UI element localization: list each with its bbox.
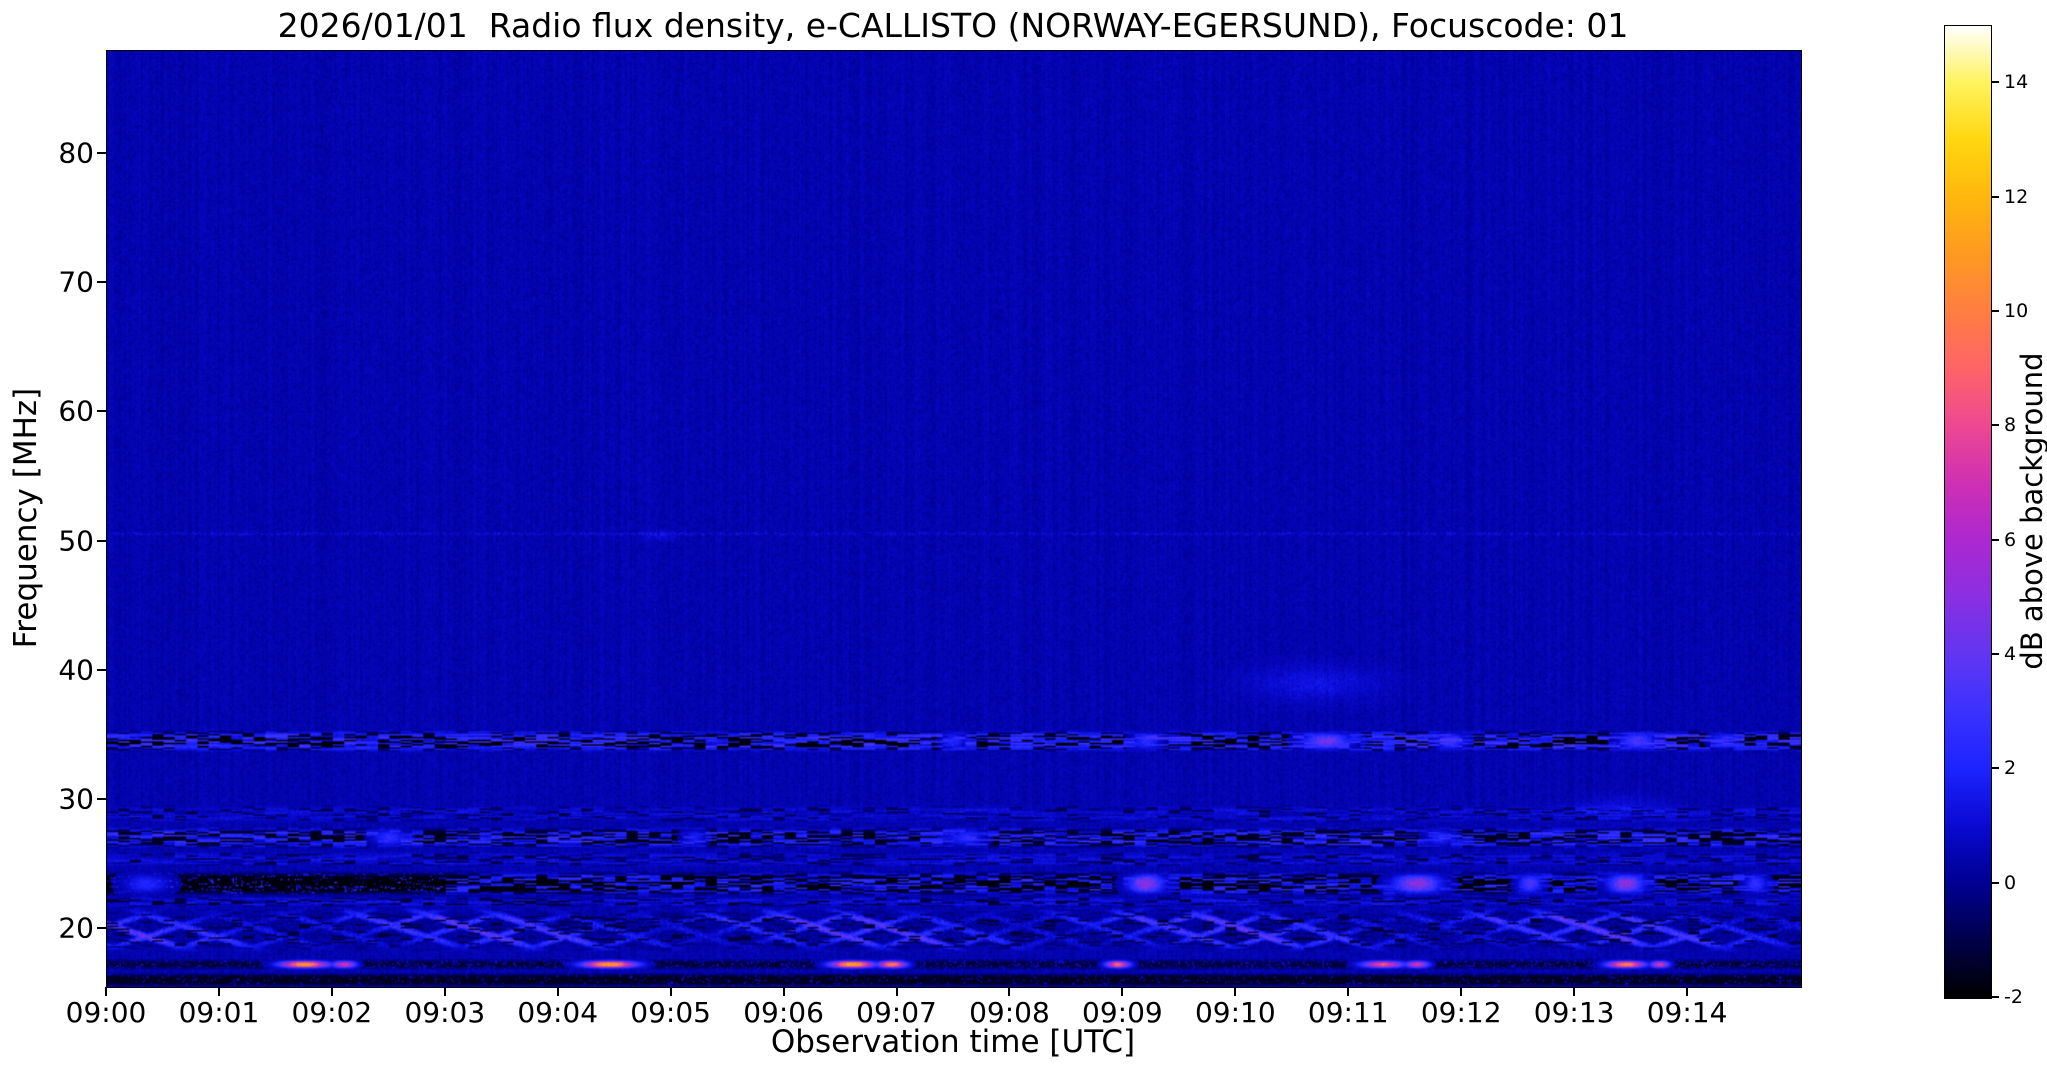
colorbar-tick-label: 4 (2004, 642, 2017, 665)
x-axis-tick-label: 09:06 (743, 996, 824, 1029)
colorbar-tick-mark (1992, 424, 1999, 427)
colorbar-tick-label: -2 (2004, 986, 2023, 1008)
x-axis-tick-label: 09:01 (178, 996, 260, 1029)
colorbar-tick-label: 10 (2004, 299, 2029, 322)
colorbar-label: dB above background (2015, 352, 2047, 670)
x-axis-tick-label: 09:13 (1533, 996, 1615, 1029)
colorbar-tick-label: 0 (2004, 871, 2017, 894)
x-tick-mark (105, 987, 107, 996)
x-tick-mark (217, 987, 220, 996)
x-axis-tick-label: 09:04 (517, 996, 599, 1029)
x-axis-tick-label: 09:09 (1082, 996, 1163, 1029)
colorbar-tick-label: 12 (2004, 185, 2029, 208)
colorbar-tick-mark (1992, 195, 1999, 198)
colorbar-tick-mark (1992, 309, 1999, 312)
x-axis-tick-label: 09:08 (969, 996, 1050, 1029)
x-tick-mark (1234, 987, 1237, 996)
x-axis-tick-label: 09:11 (1307, 996, 1389, 1029)
colorbar-tick-mark (1992, 996, 1999, 998)
x-tick-mark (1347, 987, 1350, 996)
y-tick-mark (97, 281, 106, 284)
y-axis-tick-label: 50 (58, 524, 94, 558)
colorbar-tick-label: 2 (2004, 757, 2017, 780)
x-tick-mark (782, 987, 785, 996)
x-axis-tick-label: 09:12 (1420, 996, 1502, 1029)
colorbar-tick-mark (1992, 538, 1999, 541)
x-tick-mark (1121, 987, 1124, 996)
colorbar (1944, 25, 1992, 999)
y-tick-mark (97, 926, 106, 929)
y-axis-tick-label: 70 (58, 265, 94, 299)
x-axis-tick-label: 09:02 (291, 996, 373, 1029)
x-axis-label: Observation time [UTC] (770, 1024, 1136, 1060)
x-tick-mark (669, 987, 672, 996)
x-axis-tick-label: 09:07 (856, 996, 937, 1029)
colorbar-tick-mark (1992, 652, 1999, 655)
x-axis-tick-label: 09:10 (1194, 996, 1276, 1029)
x-tick-mark (895, 987, 898, 996)
y-axis-tick-label: 60 (58, 394, 94, 428)
x-tick-mark (1460, 987, 1463, 996)
x-tick-mark (1008, 987, 1011, 996)
x-axis-tick-label: 09:00 (65, 996, 147, 1029)
y-tick-mark (97, 539, 106, 542)
y-axis-tick-label: 80 (58, 136, 94, 170)
y-tick-mark (97, 668, 106, 671)
colorbar-tick-label: 14 (2004, 71, 2029, 94)
colorbar-tick-mark (1992, 881, 1999, 884)
chart-title: 2026/01/01 Radio flux density, e-CALLIST… (277, 6, 1629, 45)
x-tick-mark (1573, 987, 1576, 996)
x-tick-mark (556, 987, 559, 996)
colorbar-tick-mark (1992, 81, 1999, 84)
colorbar-tick-label: 6 (2004, 528, 2017, 551)
x-tick-mark (330, 987, 333, 996)
x-axis-tick-label: 09:03 (404, 996, 486, 1029)
y-axis-tick-label: 40 (58, 653, 94, 687)
y-tick-mark (97, 410, 106, 413)
x-tick-mark (443, 987, 446, 996)
colorbar-tick-label: 8 (2004, 414, 2017, 437)
x-axis-tick-label: 09:14 (1646, 996, 1728, 1029)
colorbar-tick-mark (1992, 767, 1999, 770)
y-axis-tick-label: 30 (58, 782, 94, 816)
spectrogram-heatmap (106, 50, 1802, 988)
x-tick-mark (1686, 987, 1689, 996)
y-tick-mark (97, 797, 106, 800)
x-axis-tick-label: 09:05 (630, 996, 712, 1029)
y-tick-mark (97, 152, 106, 155)
y-axis-tick-label: 20 (58, 911, 94, 945)
